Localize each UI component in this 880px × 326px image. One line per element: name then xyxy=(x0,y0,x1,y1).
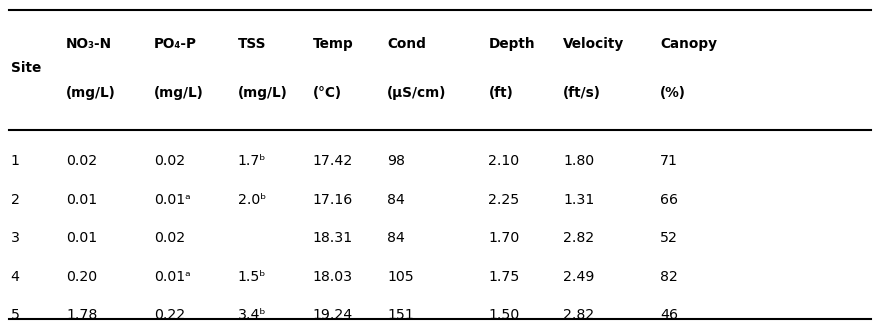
Text: 84: 84 xyxy=(387,193,405,207)
Text: 2.0ᵇ: 2.0ᵇ xyxy=(238,193,266,207)
Text: Site: Site xyxy=(11,62,40,75)
Text: 98: 98 xyxy=(387,155,405,168)
Text: 0.01: 0.01 xyxy=(66,193,97,207)
Text: 1.80: 1.80 xyxy=(563,155,594,168)
Text: (mg/L): (mg/L) xyxy=(66,86,116,100)
Text: 1.7ᵇ: 1.7ᵇ xyxy=(238,155,266,168)
Text: Depth: Depth xyxy=(488,37,535,51)
Text: (ft): (ft) xyxy=(488,86,513,100)
Text: 0.01: 0.01 xyxy=(66,231,97,245)
Text: 17.16: 17.16 xyxy=(312,193,353,207)
Text: NO₃-N: NO₃-N xyxy=(66,37,112,51)
Text: 5: 5 xyxy=(11,308,19,322)
Text: 2: 2 xyxy=(11,193,19,207)
Text: 1.5ᵇ: 1.5ᵇ xyxy=(238,270,266,284)
Text: 1.75: 1.75 xyxy=(488,270,520,284)
Text: 2.25: 2.25 xyxy=(488,193,520,207)
Text: 1.50: 1.50 xyxy=(488,308,520,322)
Text: (ft/s): (ft/s) xyxy=(563,86,601,100)
Text: 0.01ᵃ: 0.01ᵃ xyxy=(154,270,191,284)
Text: 1.31: 1.31 xyxy=(563,193,595,207)
Text: 17.42: 17.42 xyxy=(312,155,353,168)
Text: 151: 151 xyxy=(387,308,414,322)
Text: Velocity: Velocity xyxy=(563,37,625,51)
Text: PO₄-P: PO₄-P xyxy=(154,37,197,51)
Text: 18.31: 18.31 xyxy=(312,231,353,245)
Text: 2.49: 2.49 xyxy=(563,270,595,284)
Text: Canopy: Canopy xyxy=(660,37,717,51)
Text: (μS/cm): (μS/cm) xyxy=(387,86,446,100)
Text: 46: 46 xyxy=(660,308,678,322)
Text: 0.22: 0.22 xyxy=(154,308,185,322)
Text: 0.02: 0.02 xyxy=(66,155,97,168)
Text: 0.01ᵃ: 0.01ᵃ xyxy=(154,193,191,207)
Text: 1.78: 1.78 xyxy=(66,308,98,322)
Text: 0.02: 0.02 xyxy=(154,155,185,168)
Text: (mg/L): (mg/L) xyxy=(238,86,288,100)
Text: 3.4ᵇ: 3.4ᵇ xyxy=(238,308,266,322)
Text: Cond: Cond xyxy=(387,37,426,51)
Text: 2.82: 2.82 xyxy=(563,231,594,245)
Text: Temp: Temp xyxy=(312,37,353,51)
Text: TSS: TSS xyxy=(238,37,266,51)
Text: 2.10: 2.10 xyxy=(488,155,519,168)
Text: 1: 1 xyxy=(11,155,19,168)
Text: 18.03: 18.03 xyxy=(312,270,353,284)
Text: 2.82: 2.82 xyxy=(563,308,594,322)
Text: 71: 71 xyxy=(660,155,678,168)
Text: 4: 4 xyxy=(11,270,19,284)
Text: 52: 52 xyxy=(660,231,678,245)
Text: (mg/L): (mg/L) xyxy=(154,86,204,100)
Text: 0.02: 0.02 xyxy=(154,231,185,245)
Text: 3: 3 xyxy=(11,231,19,245)
Text: (°C): (°C) xyxy=(312,86,341,100)
Text: 105: 105 xyxy=(387,270,414,284)
Text: 84: 84 xyxy=(387,231,405,245)
Text: 1.70: 1.70 xyxy=(488,231,520,245)
Text: 19.24: 19.24 xyxy=(312,308,353,322)
Text: 66: 66 xyxy=(660,193,678,207)
Text: (%): (%) xyxy=(660,86,686,100)
Text: 0.20: 0.20 xyxy=(66,270,97,284)
Text: 82: 82 xyxy=(660,270,678,284)
